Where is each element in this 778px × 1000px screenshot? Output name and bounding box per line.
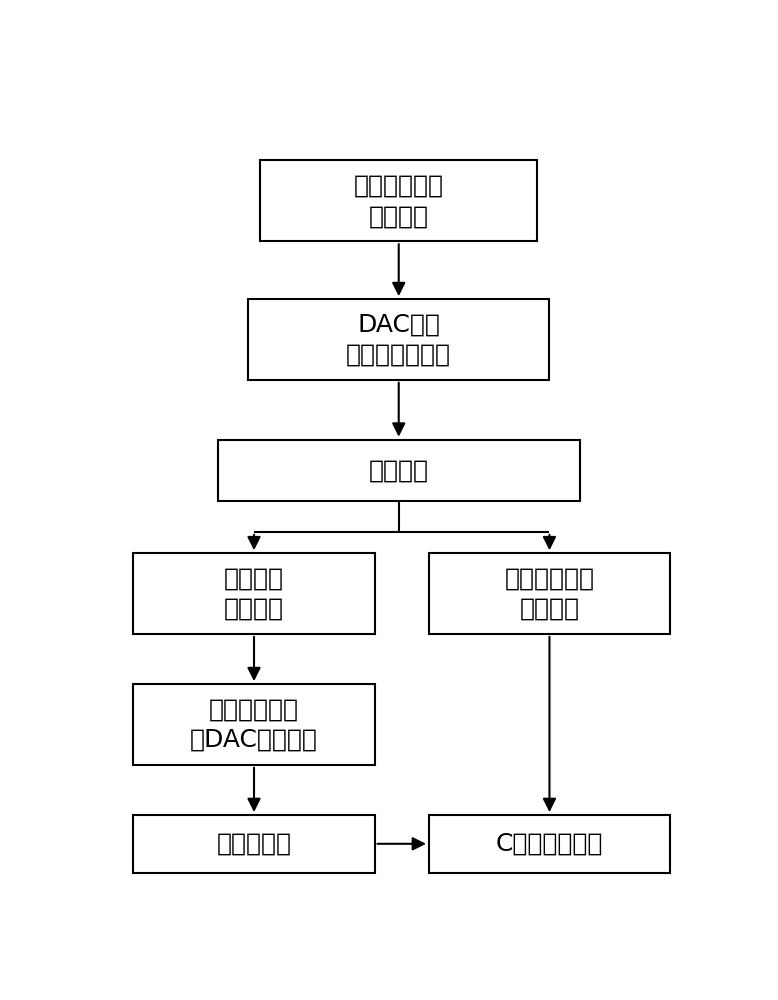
Bar xyxy=(429,815,670,873)
Text: 扫查装置位置
信息获取: 扫查装置位置 信息获取 xyxy=(504,566,594,621)
Bar xyxy=(134,553,375,634)
Bar xyxy=(429,553,670,634)
Text: C扫描图像形成: C扫描图像形成 xyxy=(496,832,603,856)
Bar xyxy=(248,299,549,380)
Text: 超声回波信号
与DAC曲线对比: 超声回波信号 与DAC曲线对比 xyxy=(190,697,318,752)
Text: 开始检测: 开始检测 xyxy=(369,458,429,482)
Bar xyxy=(134,815,375,873)
Bar xyxy=(218,440,580,501)
Text: 根据工件材料
选取试块: 根据工件材料 选取试块 xyxy=(354,174,443,228)
Text: 像素值调制: 像素值调制 xyxy=(216,832,292,856)
Text: DAC曲线
模式选择与拟合: DAC曲线 模式选择与拟合 xyxy=(346,312,451,367)
Bar xyxy=(260,160,538,241)
Bar xyxy=(134,684,375,765)
Text: 超声回波
信号获取: 超声回波 信号获取 xyxy=(224,566,284,621)
